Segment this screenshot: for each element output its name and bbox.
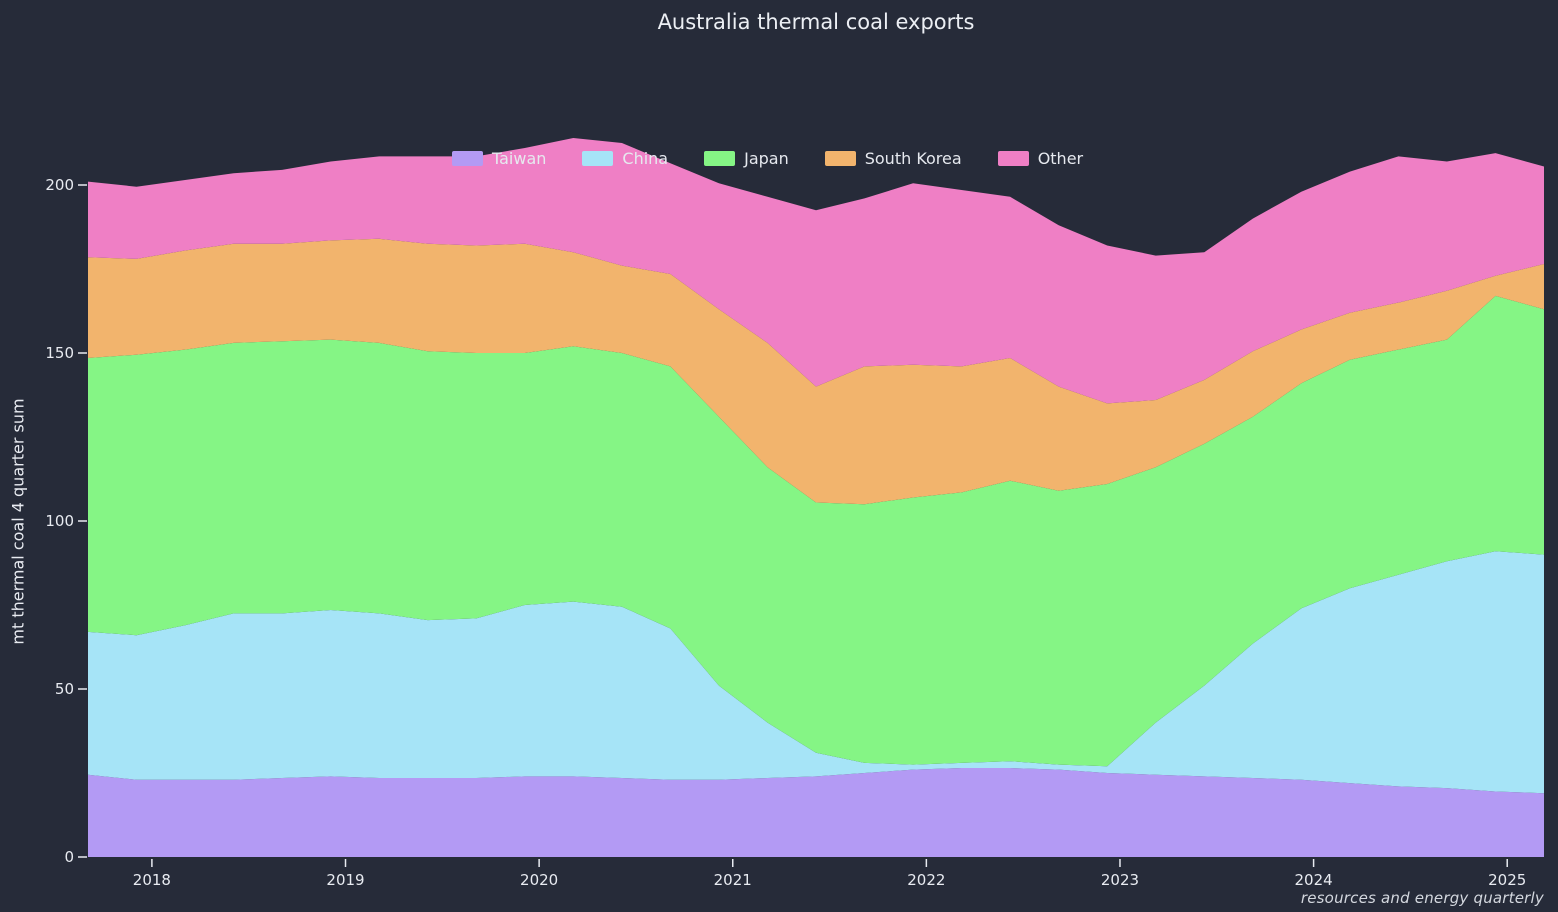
x-tick-label: 2025	[1488, 871, 1527, 889]
x-tick-label: 2020	[520, 871, 559, 889]
x-tick-label: 2023	[1100, 871, 1140, 889]
legend-item-taiwan: Taiwan	[452, 149, 546, 168]
watermark-text: resources and energy quarterly	[1300, 889, 1544, 907]
area-taiwan	[88, 768, 1544, 857]
legend-item-other: Other	[997, 149, 1084, 168]
legend-swatch	[704, 151, 736, 166]
legend-swatch	[997, 151, 1029, 166]
legend-item-china: China	[582, 149, 668, 168]
x-tick-label: 2018	[132, 871, 171, 889]
legend-item-south-korea: South Korea	[824, 149, 962, 168]
y-tick-label: 200	[45, 176, 74, 194]
legend-label: South Korea	[864, 149, 962, 168]
area-china	[88, 551, 1544, 794]
legend-label: Other	[1037, 149, 1084, 168]
x-tick-label: 2021	[713, 871, 752, 889]
legend-label: Taiwan	[492, 149, 547, 168]
y-tick-label: 100	[45, 512, 74, 530]
legend: Taiwan China Japan South Korea Other	[452, 149, 1083, 168]
x-tick-label: 2022	[907, 871, 946, 889]
chart-title: Australia thermal coal exports	[657, 10, 975, 34]
legend-swatch	[582, 151, 614, 166]
legend-item-japan: Japan	[704, 149, 789, 168]
area-other	[88, 138, 1544, 404]
y-tick-label: 0	[64, 848, 74, 866]
area-south-korea	[88, 238, 1544, 505]
legend-swatch	[824, 151, 856, 166]
area-japan	[88, 295, 1544, 767]
legend-label: Japan	[744, 149, 789, 168]
x-tick-label: 2019	[326, 871, 365, 889]
y-tick-label: 50	[54, 680, 74, 698]
y-tick-label: 150	[45, 344, 74, 362]
legend-label: China	[622, 149, 669, 168]
legend-swatch	[452, 151, 483, 166]
x-tick-label: 2024	[1294, 871, 1333, 889]
